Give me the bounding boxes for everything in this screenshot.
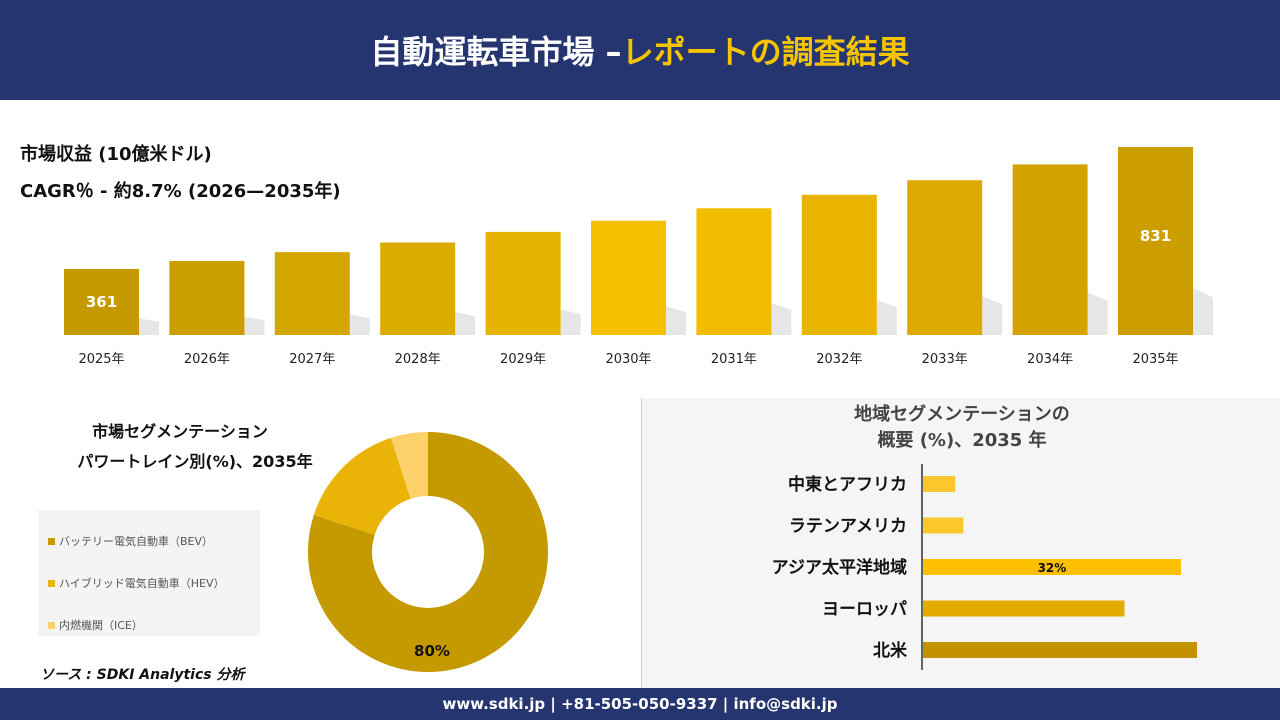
footer-contact: www.sdki.jp | +81-505-050-9337 | info@sd…	[0, 688, 1280, 720]
x-tick-label: 2027年	[289, 352, 335, 367]
region-bar	[923, 517, 964, 534]
powertrain-donut-chart: 80%	[308, 432, 548, 672]
legend-label: バッテリー電気自動車（BEV）	[59, 535, 214, 548]
bar-shadow	[982, 296, 1003, 335]
donut-slice	[390, 432, 428, 499]
region-title-2: 概要 (%)、2035 年	[877, 430, 1047, 451]
header-banner: 自動運転車市場 – レポートの調査結果	[0, 0, 1280, 100]
bar-shadow	[1193, 288, 1213, 335]
region-label: ラテンアメリカ	[789, 517, 907, 537]
bar-shadow	[139, 318, 159, 335]
bar-shadow	[455, 311, 476, 335]
revenue-label: 市場収益 (10億米ドル)	[20, 144, 212, 165]
region-bar	[923, 559, 1181, 575]
revenue-bar	[591, 220, 666, 335]
bar-shadow	[771, 303, 792, 335]
x-tick-label: 2028年	[395, 352, 441, 367]
powertrain-legend: バッテリー電気自動車（BEV） ハイブリッド電気自動車（HEV） 内燃機関（ICE）	[38, 510, 260, 636]
powertrain-title-1: 市場セグメンテーション	[92, 422, 268, 441]
revenue-bar	[1012, 164, 1088, 335]
x-tick-label: 2035年	[1132, 352, 1178, 367]
revenue-bar	[801, 194, 877, 335]
x-tick-label: 2032年	[816, 352, 862, 367]
x-tick-label: 2026年	[184, 352, 230, 367]
revenue-bar	[907, 180, 983, 335]
revenue-bar	[696, 208, 772, 335]
revenue-bar	[1118, 147, 1193, 335]
x-tick-label: 2031年	[711, 352, 757, 367]
bar-shadow	[1087, 292, 1108, 335]
x-tick-label: 2034年	[1027, 352, 1073, 367]
title-main: 自動運転車市場 –	[370, 33, 622, 71]
bar-shadow	[876, 299, 897, 335]
x-tick-label: 2030年	[605, 352, 651, 367]
cagr-label: CAGR％ - 約8.7% (2026—2035年)	[20, 181, 341, 202]
bar-shadow	[666, 306, 686, 335]
legend-swatch	[48, 621, 55, 629]
legend-label: 内燃機関（ICE）	[59, 619, 143, 632]
region-section: 地域セグメンテーションの 概要 (%)、2035 年 中東とアフリカ ラテンアメリ…	[641, 398, 1280, 688]
legend-label: ハイブリッド電気自動車（HEV）	[59, 577, 225, 590]
title-highlight: レポートの調査結果	[621, 33, 910, 71]
revenue-bar	[380, 242, 456, 335]
region-bar	[923, 600, 1125, 617]
bar-value-label: 361	[86, 293, 117, 311]
revenue-bar	[485, 231, 561, 335]
region-bar	[923, 476, 956, 492]
legend-swatch	[48, 579, 55, 587]
bar-value-label: 831	[1140, 227, 1171, 245]
powertrain-section: 市場セグメンテーション パワートレイン別(%)、2035年 バッテリー電気自動車…	[0, 398, 640, 688]
source-note: ソース : SDKI Analytics 分析	[40, 667, 245, 683]
revenue-bar-chart: 2025年 361 2026年 2027年 2028年 2029年 2030年 2031年 20…	[64, 147, 1213, 367]
bar-shadow	[349, 314, 370, 335]
donut-slice	[313, 437, 411, 535]
revenue-bar	[169, 260, 245, 335]
region-label: 中東とアフリカ	[788, 474, 907, 495]
region-bar	[923, 642, 1198, 658]
x-tick-label: 2025年	[78, 352, 124, 367]
bar-shadow	[244, 316, 265, 335]
x-tick-label: 2033年	[922, 352, 968, 367]
region-label: 北米	[873, 640, 908, 661]
legend-item: バッテリー電気自動車（BEV）	[48, 520, 250, 562]
legend-item: ハイブリッド電気自動車（HEV）	[48, 562, 250, 604]
x-tick-label: 2029年	[500, 352, 546, 367]
powertrain-title-2: パワートレイン別(%)、2035年	[77, 452, 313, 471]
legend-item: 内燃機関（ICE）	[48, 604, 250, 646]
legend-swatch	[48, 537, 55, 545]
donut-slice	[308, 432, 548, 672]
region-value-label: 32%	[1038, 561, 1067, 575]
region-label: ヨーロッパ	[822, 600, 907, 620]
region-title-1: 地域セグメンテーションの	[854, 404, 1070, 425]
revenue-bar	[64, 269, 139, 335]
region-label: アジア太平洋地域	[772, 557, 907, 578]
donut-value-label: 80%	[414, 642, 450, 660]
bar-shadow	[560, 309, 581, 335]
revenue-bar	[274, 252, 350, 335]
